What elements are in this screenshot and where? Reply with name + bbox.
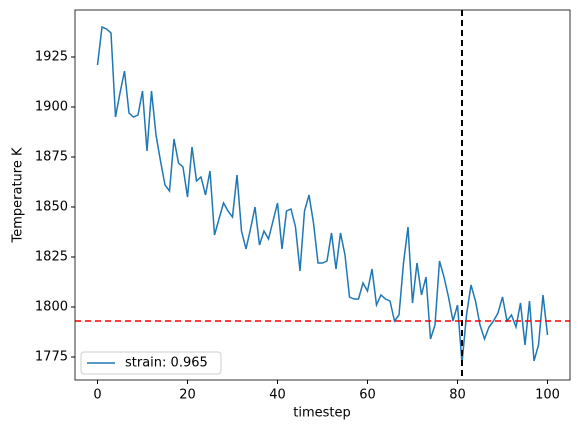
y-tick-label: 1925 <box>35 50 68 65</box>
y-tick-label: 1875 <box>35 150 68 165</box>
x-tick-label: 80 <box>449 388 466 403</box>
y-tick-label: 1825 <box>35 250 68 265</box>
data-line <box>96 25 549 364</box>
y-tick-label: 1900 <box>35 100 68 115</box>
y-tick-label: 1850 <box>35 200 68 215</box>
x-tick-label: 40 <box>269 388 286 403</box>
legend-box <box>80 351 222 375</box>
legend-label: strain: 0.965 <box>125 356 208 371</box>
x-tick-label: 60 <box>359 388 376 403</box>
y-tick-label: 1800 <box>35 300 68 315</box>
plot-frame <box>74 9 571 381</box>
x-tick-label: 20 <box>179 388 196 403</box>
x-tick-label: 100 <box>535 388 560 403</box>
x-axis-label: timestep <box>293 406 351 421</box>
y-tick-label: 1775 <box>35 350 68 365</box>
x-tick-label: 0 <box>93 388 101 403</box>
y-axis-label: Temperature K <box>11 147 26 243</box>
